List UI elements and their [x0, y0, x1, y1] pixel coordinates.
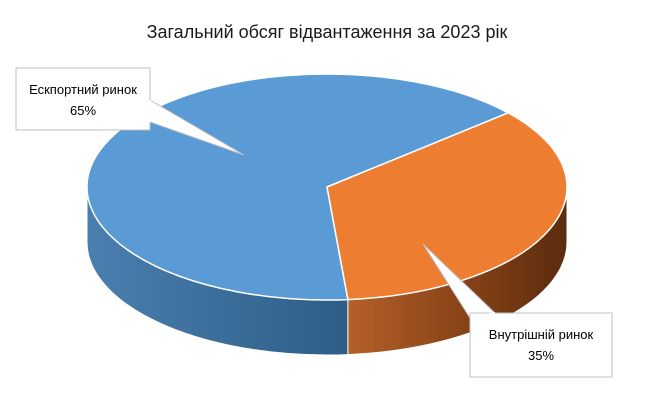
label-domestic-value: 35%: [528, 348, 554, 363]
label-domestic-box: [469, 312, 613, 378]
label-export-box: [15, 67, 151, 131]
slice-domestic: [326, 112, 568, 301]
label-domestic: Внутрішній ринок 35%: [422, 243, 613, 378]
chart-title: Загальний обсяг відвантаження за 2023 рі…: [146, 22, 508, 42]
label-export-value: 65%: [70, 103, 96, 118]
label-export-category: Ескпортний ринок: [29, 82, 137, 97]
label-export: Ескпортний ринок 65%: [15, 67, 245, 156]
label-domestic-category: Внутрішній ринок: [489, 327, 594, 342]
